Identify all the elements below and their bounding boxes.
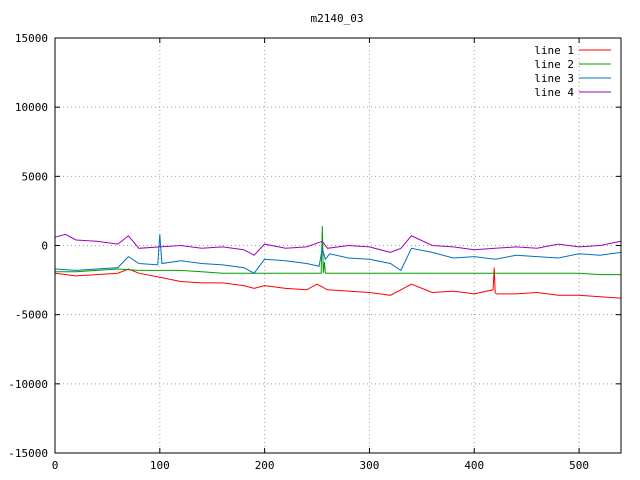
x-tick-label: 0 bbox=[52, 459, 59, 472]
y-tick-label: -15000 bbox=[8, 447, 48, 460]
x-tick-label: 200 bbox=[255, 459, 275, 472]
legend-label-1: line 1 bbox=[534, 44, 574, 57]
series-layer bbox=[54, 226, 622, 299]
y-tick-label: 5000 bbox=[22, 170, 49, 183]
series-line-4 bbox=[54, 233, 622, 256]
chart-title: m2140_03 bbox=[311, 12, 364, 25]
y-tick-label: -5000 bbox=[15, 309, 48, 322]
legend-label-3: line 3 bbox=[534, 72, 574, 85]
series-line-1 bbox=[54, 267, 622, 299]
x-tick-label: 500 bbox=[569, 459, 589, 472]
series-line-2 bbox=[55, 226, 621, 276]
x-tick-label: 300 bbox=[360, 459, 380, 472]
x-tick-label: 100 bbox=[150, 459, 170, 472]
y-tick-label: 15000 bbox=[15, 32, 48, 45]
legend-label-2: line 2 bbox=[534, 58, 574, 71]
legend-label-4: line 4 bbox=[534, 86, 574, 99]
series-line-3 bbox=[54, 234, 622, 274]
y-tick-label: -10000 bbox=[8, 378, 48, 391]
y-tick-label: 0 bbox=[41, 240, 48, 253]
x-tick-label: 400 bbox=[464, 459, 484, 472]
axis-ticks: 0 100 200 300 400 500 -15000 -10000 -5000 0 5000 10… bbox=[8, 32, 621, 472]
y-tick-label: 10000 bbox=[15, 101, 48, 114]
